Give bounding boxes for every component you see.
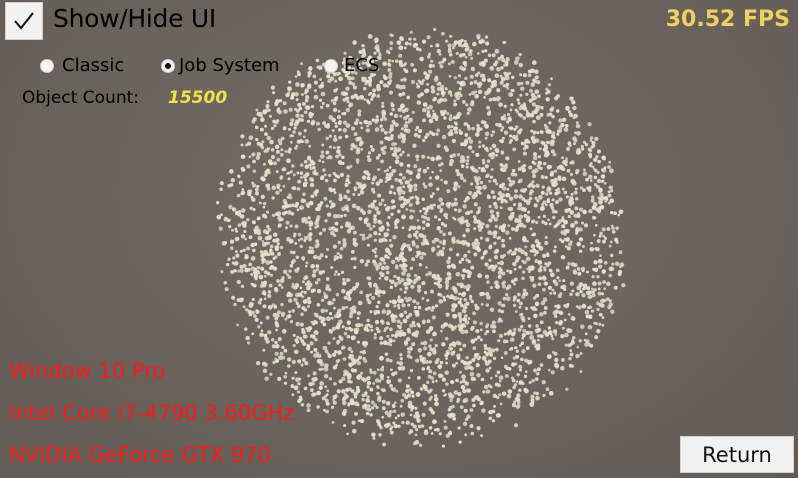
object-count-label: Object Count: xyxy=(22,88,139,108)
radio-classic-label: Classic xyxy=(62,55,125,76)
system-cpu: Intel Core i7-4790 3.60GHz xyxy=(9,401,295,425)
show-hide-ui-label[interactable]: Show/Hide UI xyxy=(53,4,216,33)
object-count-value: 15500 xyxy=(168,88,228,108)
return-button[interactable]: Return xyxy=(680,436,794,473)
particles xyxy=(216,27,626,448)
radio-ecs[interactable]: ECS xyxy=(324,55,379,76)
radio-ecs-label: ECS xyxy=(344,55,380,76)
radio-classic[interactable]: Classic xyxy=(40,55,124,76)
radio-job-system-label: Job System xyxy=(179,55,280,76)
radio-button-selected-icon xyxy=(161,58,175,73)
system-os: Window 10 Pro xyxy=(9,359,166,383)
checkmark-icon xyxy=(14,12,34,30)
show-hide-ui-checkbox[interactable] xyxy=(5,2,43,40)
radio-button-icon xyxy=(40,58,54,73)
system-gpu: NVIDIA GeForce GTX 970 xyxy=(9,443,271,467)
radio-button-icon xyxy=(324,58,338,73)
radio-job-system[interactable]: Job System xyxy=(161,55,280,76)
fps-counter: 30.52 FPS xyxy=(665,7,790,32)
